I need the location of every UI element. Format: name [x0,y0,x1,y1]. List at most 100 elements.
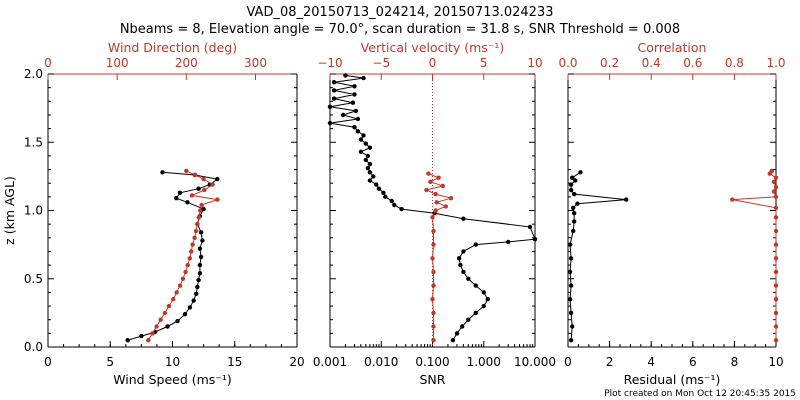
x-tick-label: 2 [606,355,614,369]
x-tick-label: 10.000 [514,355,556,369]
figure-title: VAD_08_20150713_024214, 20150713.024233 [247,5,554,20]
series-2-point [773,215,779,220]
series-2-point [433,191,438,197]
series-2-point [171,297,176,302]
series-1-point [185,200,190,205]
series-2-point [773,185,779,190]
series-2-point [201,176,206,182]
series-2-point [196,215,201,220]
x-tick-label: 8 [731,355,739,369]
series-1-point [352,92,357,97]
x2-tick-label: 0.2 [600,56,619,70]
series-1-point [573,178,578,183]
series-1-point [174,196,179,201]
series-1-point [196,277,201,283]
series-1-point [376,186,382,191]
series-2-point [150,331,155,336]
series-1-point [567,242,573,247]
series-1-point [572,219,577,224]
series-1-point [567,269,573,275]
series-1-point [327,104,333,110]
series-1-line [569,171,627,341]
series-2-point [773,194,779,199]
series-1-point [466,276,471,281]
x2-axis-label: Correlation [638,40,707,55]
series-1-point [200,238,205,243]
series-1-point [160,170,165,175]
series-2-point [433,208,438,213]
series-1-point [571,228,576,234]
series-1-point [198,254,204,260]
series-1-point [568,182,574,187]
series-1-point [182,312,188,317]
series-1-point [355,129,361,134]
series-1-point [527,224,533,230]
x-axis-label: SNR [420,372,446,387]
series-2-point [431,338,436,343]
series-1-point [139,333,144,339]
series-2-point [198,208,203,213]
series-1-point [567,297,573,302]
series-1-point [371,174,376,179]
series-2-point [434,200,439,205]
series-1-point [367,178,373,183]
x-tick-label: 10 [165,355,180,369]
series-1-point [506,239,511,245]
y-tick-label: 1.5 [24,135,43,149]
y-tick-label: 0.5 [24,272,43,286]
series-1-point [358,137,364,142]
series-1-point [343,73,348,78]
series-1-point [568,187,574,193]
x-tick-label: 0.001 [313,355,347,369]
x2-tick-label: 300 [244,56,267,70]
y-tick-label: 1.0 [24,204,43,218]
series-1-point [175,318,180,324]
series-1-point [456,256,462,261]
series-1-point [473,242,478,247]
series-2-point [773,269,779,275]
series-1-point [177,190,183,195]
series-2-point [158,317,163,322]
series-1-point [570,175,575,180]
series-1-point [399,206,404,212]
series-1-point [191,298,196,303]
series-1-point [532,237,538,242]
x2-tick-label: 0.0 [558,56,577,70]
x-tick-label: 5 [106,355,114,369]
series-2-point [431,324,436,329]
x-tick-label: 0 [564,355,572,369]
series-2-point [773,310,779,316]
series-1-point [361,75,366,81]
series-1-point [215,176,220,182]
series-1-point [197,262,203,268]
plot-credit: Plot created on Mon Oct 12 20:45:35 2015 [604,389,796,399]
series-1-point [568,256,574,261]
x-tick-label: 6 [689,355,697,369]
x-tick-label: 10 [768,355,783,369]
x-tick-label: 1.000 [467,355,501,369]
series-1-point [454,331,460,336]
series-1-point [365,166,371,171]
series-2-line [147,170,218,341]
series-1-point [358,149,364,154]
series-1-point [450,338,456,343]
series-2-point [773,338,779,343]
series-1-point [575,201,580,206]
series-1-point [389,198,394,204]
series-2-point [773,324,779,329]
series-2-point [424,187,429,193]
x2-tick-label: 0.4 [642,56,661,70]
series-1-point [568,338,574,343]
series-2-point [180,276,186,281]
x2-tick-label: −5 [372,56,390,70]
series-1-point [194,291,199,296]
series-1-point [571,205,576,210]
series-2-point [190,242,195,247]
series-1-point [352,84,357,89]
x2-tick-label: −10 [317,56,342,70]
series-2-point [431,310,436,316]
series-1-point [374,182,379,187]
series-1-point [363,157,368,163]
series-2-point [440,183,445,189]
